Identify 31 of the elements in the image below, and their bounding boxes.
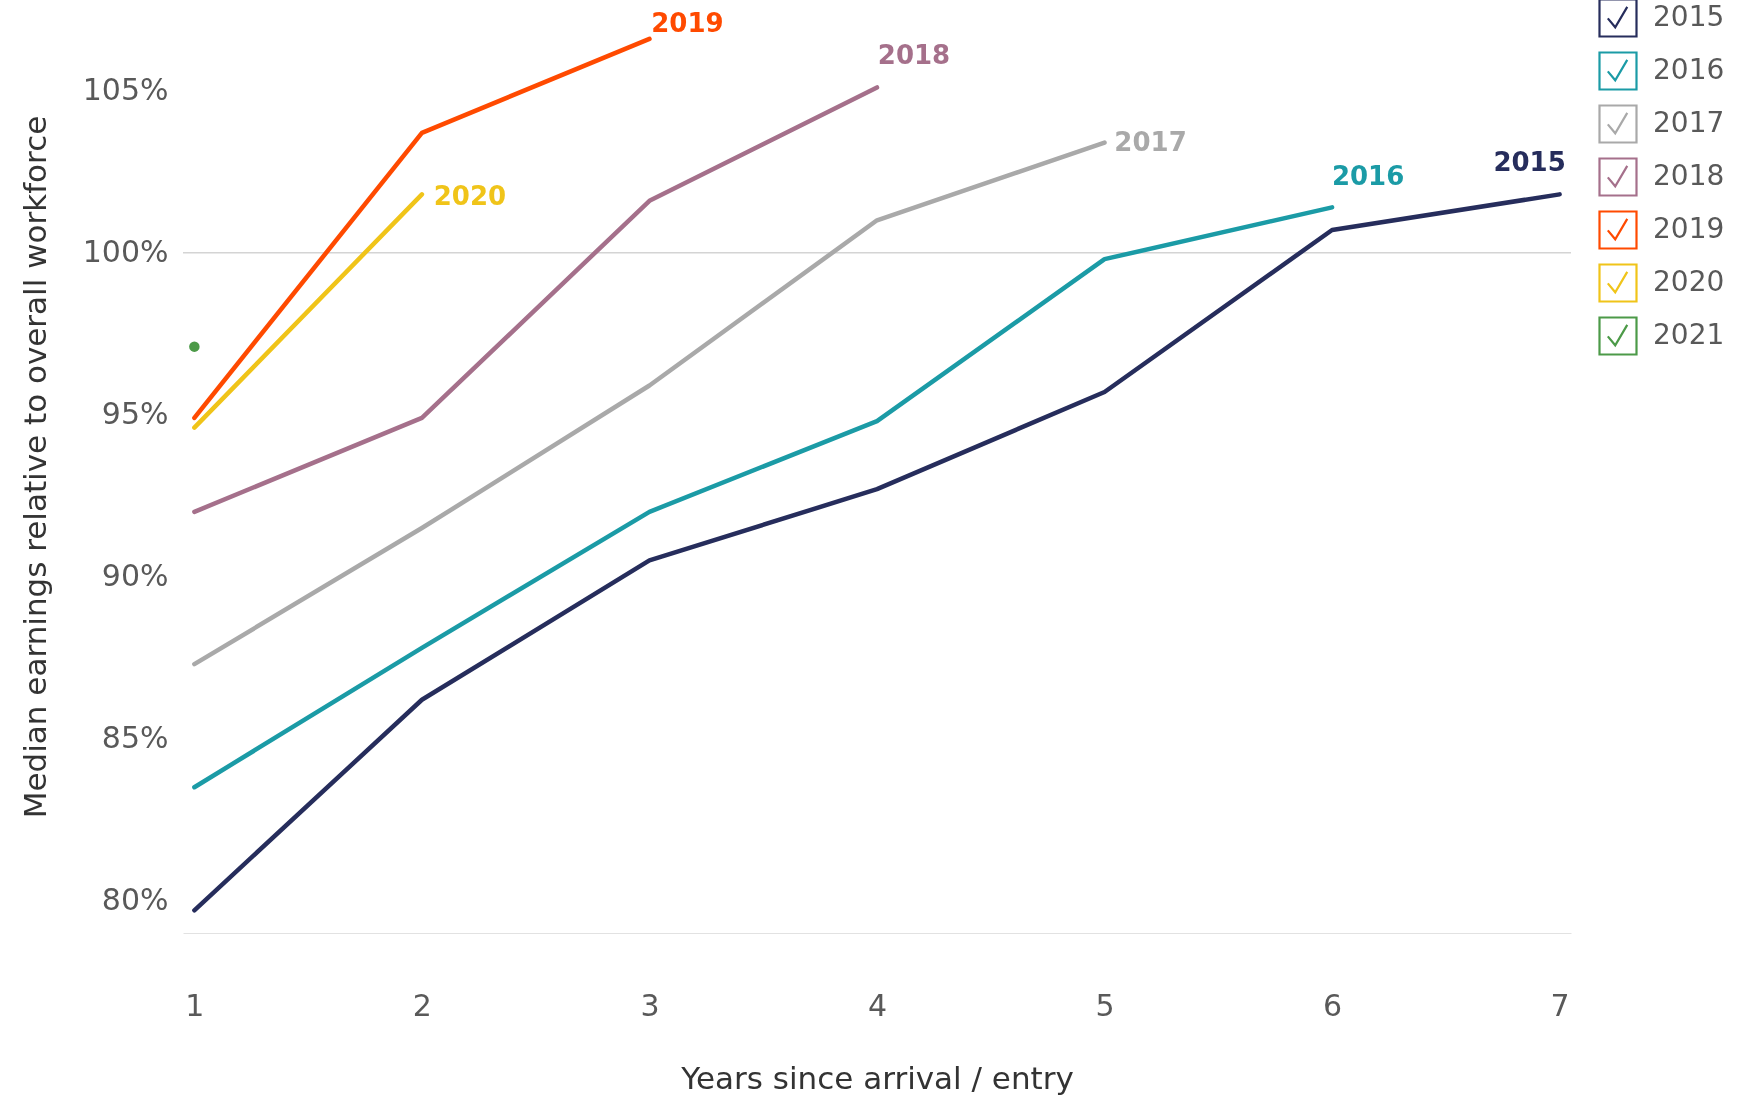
x-tick-label: 6 — [1323, 987, 1343, 1023]
x-axis-title: Years since arrival / entry — [680, 1059, 1074, 1095]
text: 2017 — [1114, 126, 1187, 157]
text: 2018 — [877, 40, 951, 71]
text: 2019 — [651, 7, 724, 38]
legend-label: 2020 — [1653, 265, 1725, 298]
line-series — [192, 205, 1335, 790]
x-tick-label: 5 — [1095, 987, 1115, 1023]
y-tick-label: 100% — [82, 234, 169, 270]
x-tick-label: 2 — [412, 987, 432, 1023]
y-tick-label: 95% — [101, 396, 169, 432]
legend-label: 2017 — [1653, 106, 1725, 139]
y-tick-label: 90% — [101, 558, 169, 594]
legend-label: 2015 — [1653, 0, 1725, 33]
x-tick-label: 4 — [867, 987, 888, 1023]
y-axis-title: Median earnings relative to overall workforce — [16, 115, 53, 819]
text: 2015 — [1493, 147, 1566, 178]
x-tick-label: 1 — [185, 987, 205, 1023]
line-series — [192, 140, 1107, 667]
text: 2016 — [1331, 161, 1405, 192]
legend-label: 2018 — [1653, 159, 1725, 192]
y-tick-label: 105% — [82, 72, 169, 108]
legend-label: 2016 — [1653, 53, 1725, 86]
text: 2020 — [433, 181, 507, 212]
y-tick-label: 80% — [101, 882, 169, 918]
legend-label: 2019 — [1653, 212, 1725, 245]
legend-label: 2021 — [1653, 318, 1725, 351]
line-series — [192, 85, 880, 515]
x-tick-label: 7 — [1550, 987, 1570, 1023]
x-tick-label: 3 — [640, 987, 660, 1023]
y-tick-label: 85% — [101, 720, 169, 756]
